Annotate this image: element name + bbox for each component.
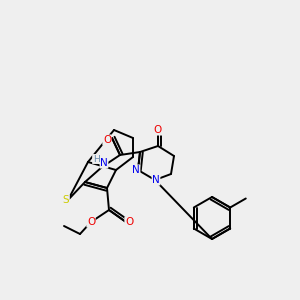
Text: H: H — [93, 154, 99, 164]
Text: N: N — [132, 165, 140, 175]
Text: O: O — [103, 135, 111, 145]
Text: N: N — [152, 175, 160, 185]
Text: S: S — [63, 195, 69, 205]
Text: O: O — [87, 217, 95, 227]
Text: N: N — [100, 158, 108, 168]
Text: O: O — [125, 217, 133, 227]
Text: O: O — [154, 125, 162, 135]
